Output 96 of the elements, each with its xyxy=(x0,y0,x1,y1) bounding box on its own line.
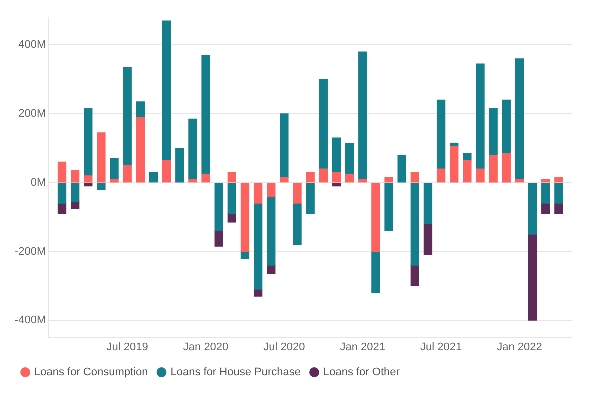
bar xyxy=(489,154,498,183)
bar xyxy=(176,148,184,183)
y-tick-label: 400M xyxy=(18,39,46,52)
bar xyxy=(542,179,550,183)
legend-label: Loans for Consumption xyxy=(34,366,148,379)
bar xyxy=(476,168,485,183)
bar xyxy=(254,289,263,297)
bar xyxy=(489,108,498,156)
bar xyxy=(240,251,250,259)
x-tick-label: Jul 2020 xyxy=(264,341,306,354)
bar xyxy=(293,203,302,246)
bar xyxy=(58,183,67,204)
bar xyxy=(136,102,146,118)
bar xyxy=(280,177,289,183)
bar xyxy=(84,176,93,183)
bar xyxy=(345,142,354,175)
bar xyxy=(502,100,511,154)
bar xyxy=(319,79,328,170)
bar xyxy=(436,100,446,170)
bar xyxy=(436,168,446,183)
bar xyxy=(345,174,354,183)
bar xyxy=(70,201,80,210)
bar xyxy=(384,177,394,183)
bar xyxy=(214,183,224,232)
x-tick-label: Jan 2021 xyxy=(340,341,386,354)
bar xyxy=(254,183,263,204)
bar xyxy=(450,146,459,183)
y-tick-label: -200M xyxy=(14,246,46,258)
bar xyxy=(136,117,146,183)
bar xyxy=(280,114,289,178)
bar xyxy=(332,183,342,187)
bar xyxy=(319,168,328,183)
bar xyxy=(306,183,315,214)
bar xyxy=(110,158,119,180)
bar xyxy=(97,132,106,183)
bar xyxy=(254,203,263,290)
bar xyxy=(267,196,276,266)
bar xyxy=(84,183,93,187)
bar xyxy=(410,172,420,183)
bar xyxy=(384,183,394,232)
bar xyxy=(110,179,119,183)
bar xyxy=(554,177,564,183)
legend-label: Loans for Other xyxy=(323,366,400,379)
y-tick-label: 200M xyxy=(18,108,46,120)
x-tick-label: Jan 2022 xyxy=(497,341,542,354)
bar xyxy=(214,230,224,247)
bar xyxy=(58,162,67,183)
bar xyxy=(240,183,250,252)
bar xyxy=(267,183,276,197)
bar xyxy=(515,179,524,183)
bar xyxy=(424,183,433,225)
bar xyxy=(554,183,564,204)
x-tick-label: Jul 2019 xyxy=(106,341,148,354)
bar xyxy=(188,179,198,183)
bar xyxy=(97,183,106,190)
bar xyxy=(398,154,406,183)
bar xyxy=(306,172,315,183)
bar xyxy=(542,183,550,204)
bar xyxy=(70,170,80,183)
legend-label: Loans for House Purchase xyxy=(170,366,301,379)
y-tick-label: 0M xyxy=(30,176,46,189)
bar xyxy=(410,183,420,266)
bar xyxy=(528,183,538,235)
bar xyxy=(476,64,485,170)
bar xyxy=(528,234,538,321)
bar xyxy=(162,20,172,161)
bar xyxy=(267,265,276,274)
bar xyxy=(149,172,158,183)
bar xyxy=(293,183,302,204)
bar xyxy=(70,183,80,202)
bar xyxy=(162,160,172,183)
bar xyxy=(188,118,198,180)
bar xyxy=(332,172,342,183)
x-tick-label: Jul 2021 xyxy=(420,341,462,354)
bar xyxy=(554,203,564,214)
bar xyxy=(202,55,210,175)
x-tick-label: Jan 2020 xyxy=(183,341,229,354)
bar xyxy=(123,165,132,183)
bar xyxy=(332,138,342,173)
bar xyxy=(358,52,368,180)
bar xyxy=(228,214,236,223)
bar xyxy=(463,153,472,161)
bar xyxy=(424,224,433,256)
bar xyxy=(358,179,368,183)
bar xyxy=(372,251,380,294)
bar xyxy=(515,58,524,180)
bar xyxy=(202,174,210,183)
bar xyxy=(123,67,132,166)
y-tick-label: -400M xyxy=(14,314,46,327)
bar xyxy=(502,153,511,183)
bar xyxy=(463,160,472,183)
bar xyxy=(228,172,236,183)
bar xyxy=(84,108,93,176)
bar xyxy=(372,183,380,252)
bar xyxy=(228,183,236,214)
bar xyxy=(410,265,420,286)
